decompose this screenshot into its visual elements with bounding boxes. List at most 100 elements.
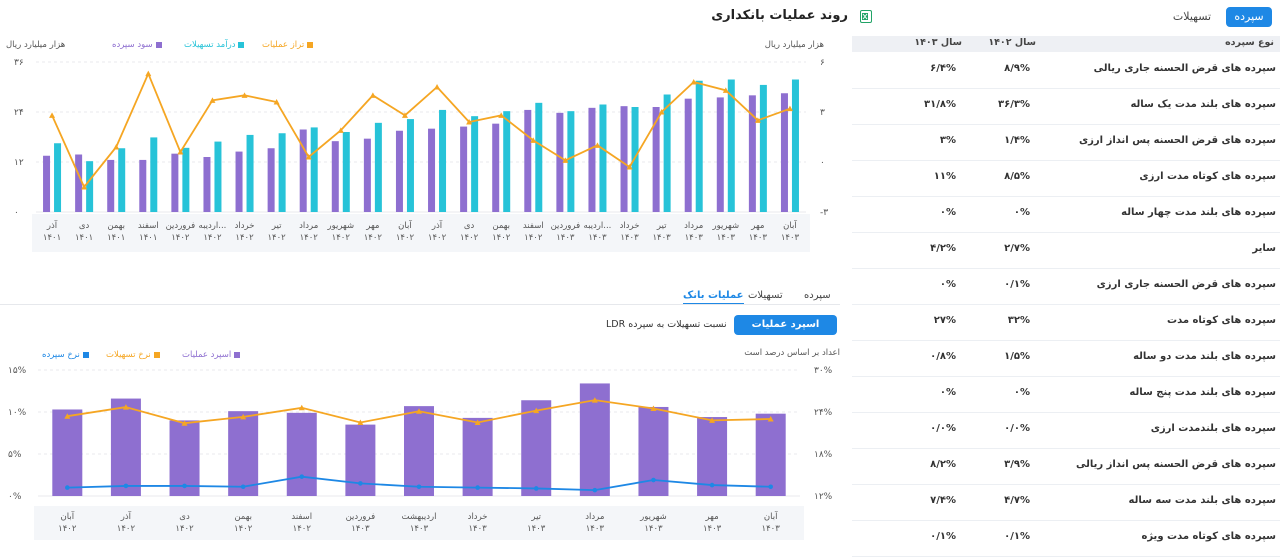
value-1403-cell: ۰% bbox=[939, 207, 956, 218]
deposit-rate-point bbox=[416, 484, 422, 490]
legend-facility-rate[interactable]: نرخ تسهیلات bbox=[106, 350, 160, 360]
deposit-profit-bar bbox=[524, 109, 532, 212]
y-tick-right: ۳۰% bbox=[814, 366, 833, 376]
legend-balance[interactable]: تراز عملیات bbox=[262, 40, 314, 50]
legend-facility-income-swatch bbox=[238, 41, 245, 48]
x-tick-label: تیر bbox=[530, 512, 541, 522]
table-row[interactable]: سپرده های قرض الحسنه جاری ریالی ۸/۹% ۶/۴% bbox=[852, 52, 1280, 89]
legend-deposit-profit[interactable]: سود سپرده bbox=[112, 40, 162, 50]
x-tick-label: مرداد bbox=[585, 512, 604, 522]
x-tick-label: ۱۴۰۳ bbox=[749, 233, 768, 243]
table-row[interactable]: سپرده های کوتاه مدت ۳۲% ۲۷% bbox=[852, 304, 1280, 341]
legend-deposit-rate[interactable]: نرخ سپرده bbox=[42, 350, 89, 360]
deposit-profit-bar bbox=[492, 123, 500, 212]
facility-income-bar bbox=[567, 111, 575, 212]
value-1402-cell: ۰/۰% bbox=[1004, 423, 1030, 434]
excel-export-icon[interactable] bbox=[860, 10, 872, 23]
table-row[interactable]: سپرده های بلندمدت ارزی ۰/۰% ۰/۰% bbox=[852, 412, 1280, 449]
deposit-profit-bar bbox=[620, 106, 628, 212]
x-tick-label: ۱۴۰۳ bbox=[620, 233, 639, 243]
value-1402-cell: ۸/۹% bbox=[1004, 63, 1030, 74]
deposit-profit-bar bbox=[267, 148, 275, 212]
y-tick-left: ۱۵% bbox=[8, 366, 27, 376]
x-tick-label: دی bbox=[179, 512, 190, 522]
facility-rate-point bbox=[181, 420, 188, 426]
deposit-profit-bar bbox=[299, 129, 307, 212]
spread-bar bbox=[755, 413, 786, 496]
table-row[interactable]: سپرده های قرض الحسنه جاری ارزی ۰/۱% ۰% bbox=[852, 268, 1280, 305]
balance-point bbox=[273, 99, 280, 105]
x-tick-label: بهمن bbox=[492, 221, 510, 231]
spread-button[interactable]: اسپرد عملیات بانکداری bbox=[734, 315, 837, 350]
balance-point bbox=[241, 92, 248, 98]
table-row[interactable]: سپرده های کوتاه مدت ویژه ۰/۱% ۰/۱% bbox=[852, 520, 1280, 557]
spread-bar bbox=[52, 409, 83, 496]
legend-deposit-profit-label: سود سپرده bbox=[112, 40, 153, 50]
value-1403-cell: ۰% bbox=[939, 387, 956, 398]
table-row[interactable]: سپرده های قرض الحسنه پس انداز ارزی ۱/۴% ۳% bbox=[852, 124, 1280, 161]
y-tick-left: ۰% bbox=[8, 492, 22, 502]
tab-bank-operations[interactable]: عملیات بانک bbox=[683, 290, 744, 305]
table-row[interactable]: سپرده های بلند مدت چهار ساله ۰% ۰% bbox=[852, 196, 1280, 233]
facility-income-bar bbox=[727, 79, 735, 212]
facility-rate-point bbox=[298, 404, 305, 411]
facility-rate-point bbox=[533, 407, 540, 414]
legend-deposit-profit-swatch bbox=[155, 41, 162, 48]
x-tick-label: ۱۴۰۲ bbox=[171, 233, 190, 243]
deposit-profit-bar bbox=[428, 128, 436, 212]
facility-income-bar bbox=[471, 116, 479, 212]
value-1402-cell: ۲/۷% bbox=[1004, 243, 1030, 254]
x-tick-label: شهریور bbox=[711, 221, 739, 231]
value-1403-cell: ۱۱% bbox=[933, 171, 956, 182]
value-1402-cell: ۴/۷% bbox=[1004, 495, 1030, 506]
deposit-type-cell: سپرده های قرض الحسنه پس انداز ریالی bbox=[1075, 459, 1276, 470]
table-row[interactable]: سایر ۲/۷% ۴/۲% bbox=[852, 232, 1280, 269]
deposit-rate-point bbox=[651, 477, 656, 483]
table-row[interactable]: سپرده های بلند مدت پنج ساله ۰% ۰% bbox=[852, 376, 1280, 413]
x-tick-label: خرداد bbox=[620, 221, 640, 231]
value-1403-cell: ۳۱/۸% bbox=[924, 99, 956, 110]
value-1402-cell: ۰/۱% bbox=[1004, 531, 1030, 542]
table-header: نوع سپرده سال ۱۴۰۲ سال ۱۴۰۳ bbox=[852, 36, 1280, 52]
deposit-profit-bar bbox=[107, 159, 115, 212]
x-tick-label: ۱۴۰۳ bbox=[351, 524, 370, 534]
y-tick-left: ۱۲ bbox=[14, 158, 24, 168]
x-tick-label: ۱۴۰۲ bbox=[234, 524, 253, 534]
facility-rate-point bbox=[591, 397, 598, 403]
table-row[interactable]: سپرده های بلند مدت سه ساله ۴/۷% ۷/۴% bbox=[852, 484, 1280, 521]
balance-point bbox=[722, 87, 729, 93]
x-tick-label: ۱۴۰۲ bbox=[460, 233, 479, 243]
y-tick-left: ۲۴ bbox=[14, 108, 24, 118]
balance-point bbox=[49, 112, 56, 118]
spread-bar bbox=[110, 398, 141, 496]
x-axis-band bbox=[32, 214, 810, 252]
x-tick-label: ۱۴۰۳ bbox=[762, 524, 781, 534]
table-row[interactable]: سپرده های بلند مدت دو ساله ۱/۵% ۰/۸% bbox=[852, 340, 1280, 377]
table-row[interactable]: سپرده های قرض الحسنه پس انداز ریالی ۳/۹% ۸… bbox=[852, 448, 1280, 485]
tab-facility-table[interactable]: تسهیلات bbox=[1172, 10, 1212, 23]
balance-point bbox=[145, 70, 152, 77]
deposit-type-cell: سپرده های بلند مدت سه ساله bbox=[1128, 495, 1276, 506]
spread-bar bbox=[521, 400, 552, 496]
tab-deposit-table[interactable]: سپرده bbox=[1226, 7, 1272, 27]
x-tick-label: ۱۴۰۳ bbox=[588, 233, 607, 243]
deposit-profit-bar bbox=[588, 107, 596, 212]
x-tick-label: ۱۴۰۲ bbox=[117, 524, 136, 534]
table-row[interactable]: سپرده های بلند مدت یک ساله ۳۶/۳% ۳۱/۸% bbox=[852, 88, 1280, 125]
column-1402-header: سال ۱۴۰۲ bbox=[988, 37, 1036, 48]
facility-income-bar bbox=[86, 161, 94, 212]
legend-facility-income[interactable]: درآمد تسهیلات bbox=[184, 40, 245, 50]
legend-facility-income-label: درآمد تسهیلات bbox=[184, 40, 236, 50]
x-tick-label: آذر bbox=[431, 219, 443, 231]
deposit-type-cell: سپرده های قرض الحسنه پس انداز ارزی bbox=[1079, 135, 1276, 146]
spread-bar bbox=[228, 411, 259, 496]
bottom-chart: ۰% ۱۲% ۵% ۱۸% ۱۰% ۲۴% ۱۵% ۳۰% آبان ۱۴۰۲ آذر ۱۴۰۲ دی ۱… bbox=[8, 366, 833, 540]
tab-deposits[interactable]: سپرده bbox=[804, 290, 831, 301]
balance-point bbox=[81, 184, 88, 190]
legend-spread[interactable]: اسپرد عملیات bbox=[182, 350, 241, 360]
tab-facilities[interactable]: تسهیلات bbox=[748, 290, 783, 301]
table-row[interactable]: سپرده های کوتاه مدت ارزی ۸/۵% ۱۱% bbox=[852, 160, 1280, 197]
deposit-profit-bar bbox=[395, 130, 403, 212]
deposit-composition-panel: سپرده تسهیلات نوع سپرده سال ۱۴۰۲ سال ۱۴۰… bbox=[852, 0, 1280, 557]
ldr-tab[interactable]: نسبت تسهیلات به سپرده LDR bbox=[606, 319, 727, 330]
